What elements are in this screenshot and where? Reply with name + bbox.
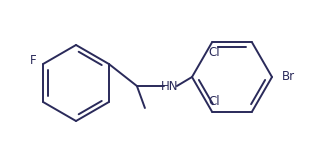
Text: HN: HN [161, 80, 179, 93]
Text: F: F [30, 55, 36, 67]
Text: Cl: Cl [208, 46, 220, 59]
Text: Br: Br [282, 71, 295, 84]
Text: Cl: Cl [208, 95, 220, 108]
